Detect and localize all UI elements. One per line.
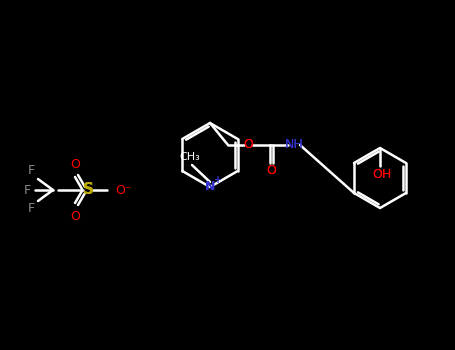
Text: F: F [27,203,35,216]
Text: O: O [266,164,276,177]
Text: S: S [82,182,93,197]
Text: NH: NH [285,139,303,152]
Text: +: + [213,175,221,185]
Text: +: + [213,175,221,185]
Text: OH: OH [372,168,392,181]
Text: O: O [266,164,276,177]
Text: O⁻: O⁻ [115,183,131,196]
Text: O: O [70,210,80,223]
Text: O: O [243,139,253,152]
Text: N: N [205,181,215,194]
Text: F: F [24,183,30,196]
Text: S: S [82,182,93,197]
Text: O: O [70,158,80,170]
Text: N: N [205,181,215,194]
Text: OH: OH [372,168,392,181]
Text: NH: NH [285,139,303,152]
Text: CH₃: CH₃ [180,152,200,162]
Text: O: O [243,139,253,152]
Text: F: F [27,164,35,177]
